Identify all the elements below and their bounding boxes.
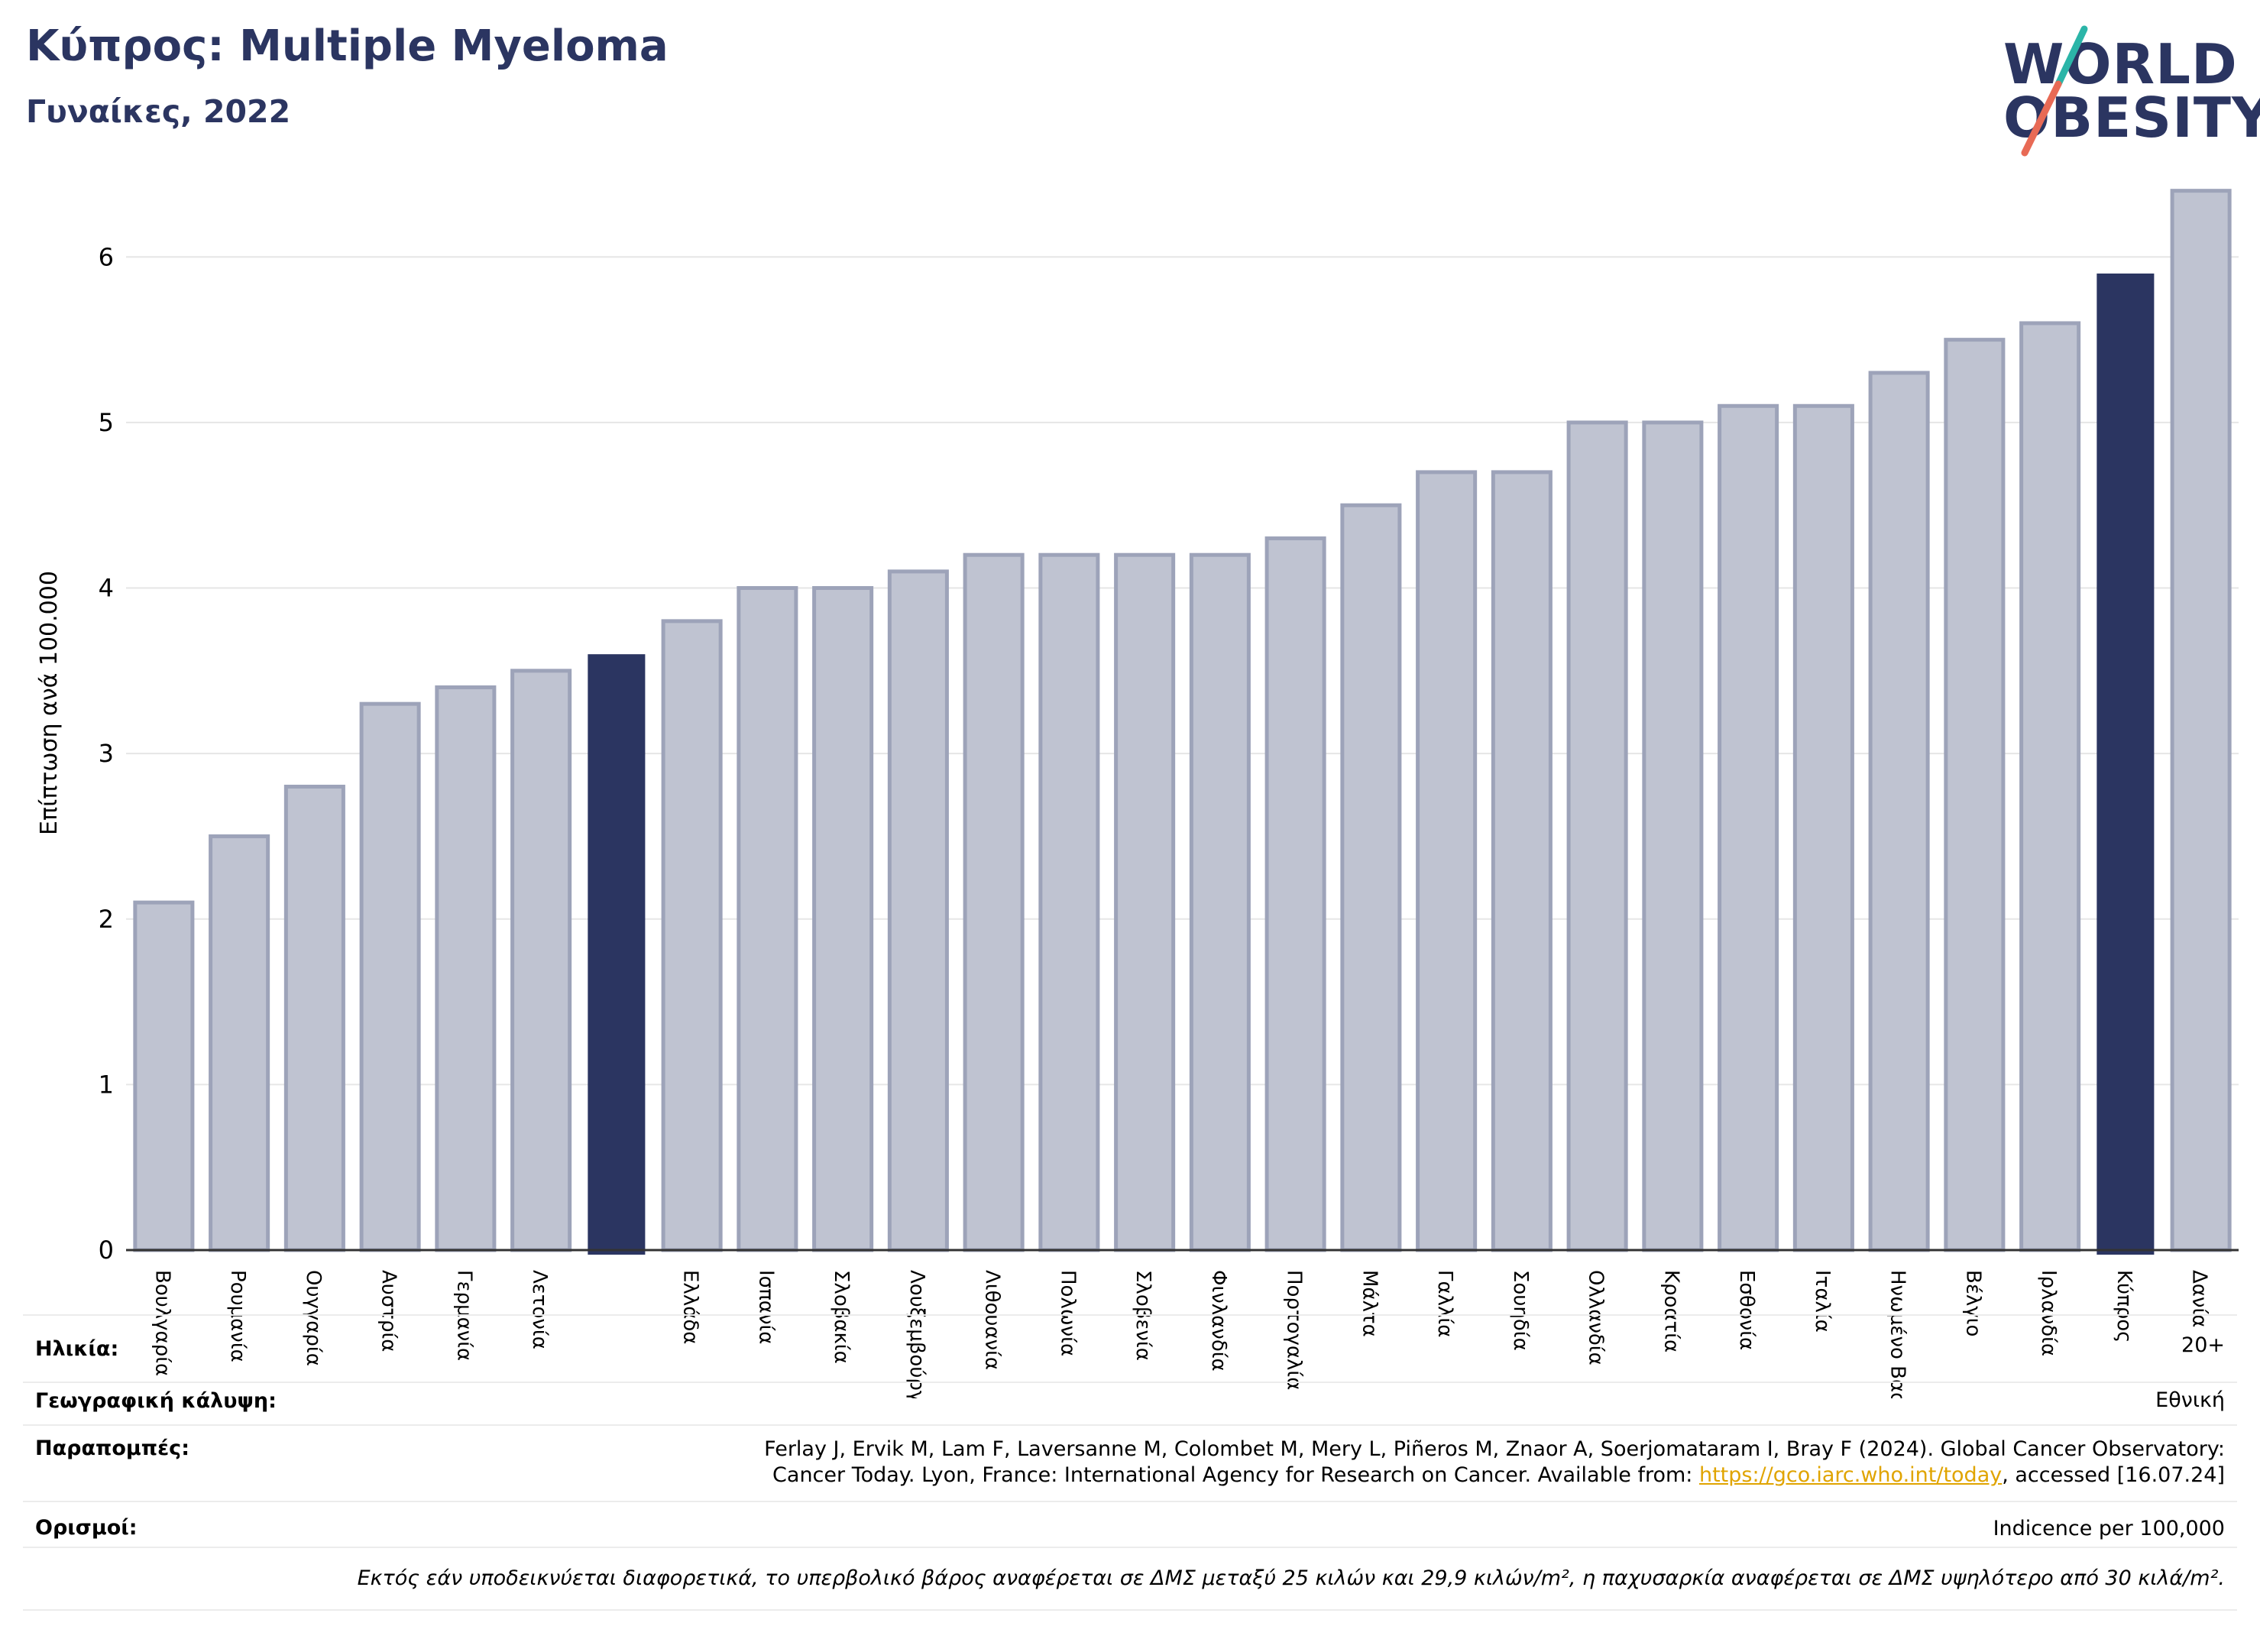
x-tick-label: Ηνωμένο Βασίλειο [1886,1270,1909,1398]
references-line-2-accessed: , accessed [16.07.24] [2002,1463,2225,1487]
bar-chart: 0 1 2 3 4 5 6 Βουλγαρία Ρουμανία Ουγγαρία Αυστρία… [36,189,2239,1398]
y-tick-label: 6 [99,242,114,271]
y-tick-labels: 0 1 2 3 4 5 6 [99,242,114,1265]
y-tick-label: 4 [99,574,114,603]
bar [1340,503,1402,1252]
x-tick-label: Λετονία [528,1270,551,1349]
bar [1868,371,1930,1252]
bar [2170,189,2232,1252]
bar [209,834,270,1252]
x-tick-label: Δανία [2188,1270,2211,1327]
definitions-value: Indicence per 100,000 [1993,1517,2225,1540]
x-tick-label: Λουξεμβούργο [905,1270,928,1398]
coverage-row: Γεωγραφική κάλυψη: Εθνική [23,1382,2237,1426]
bar [1189,552,1251,1252]
bar-highlighted [2096,273,2155,1255]
x-tick-label: Ελλάδα [679,1270,702,1344]
bar [2019,321,2081,1252]
y-tick-label: 1 [99,1070,114,1099]
logo-line-1: WORLD [2003,32,2238,96]
bar [1718,403,1779,1252]
x-tick-label: Αυστρία [377,1270,400,1352]
x-tick-label: Μάλτα [1358,1270,1381,1337]
references-row: Παραπομπές: Ferlay J, Ervik M, Lam F, La… [23,1424,2237,1502]
x-tick-label: Κύπρος [2113,1270,2135,1343]
x-tick-label: Ουγγαρία [302,1270,325,1366]
bar [1491,470,1553,1252]
x-tick-label: Πορτογαλία [1283,1270,1306,1390]
age-value: 20+ [2181,1333,2225,1357]
x-tick-label: Βέλγιο [1961,1270,1984,1336]
x-tick-label: Εσθονία [1735,1270,1758,1350]
references-line-2: Cancer Today. Lyon, France: Internationa… [391,1463,2225,1488]
x-tick-label: Ιταλία [1811,1270,1834,1333]
bar-highlighted [588,654,646,1255]
x-tick-label: Γαλλία [1433,1270,1456,1337]
x-tick-label: Βουλγαρία [151,1270,173,1376]
bar [963,552,1025,1252]
x-tick-label: Ρουμανία [226,1270,249,1362]
gco-link[interactable]: https://gco.iarc.who.int/today [1698,1463,2003,1487]
references-line-2-text: Cancer Today. Lyon, France: Internationa… [772,1463,1699,1487]
bars [133,189,2232,1255]
bar [1642,420,1704,1252]
bar [812,586,874,1252]
bar [887,569,949,1252]
logo-line-2: OBESITY [2003,86,2260,150]
bar [1416,470,1478,1252]
y-tick-label: 3 [99,739,114,768]
definitions-label: Ορισμοί: [35,1516,138,1540]
x-tick-label: Κροατία [1659,1270,1682,1352]
age-row: Ηλικία: 20+ [23,1314,2237,1392]
x-tick-label: Ολλανδία [1585,1270,1608,1365]
bar [737,586,798,1252]
logo-slash-icon [2021,25,2088,157]
y-tick-label: 2 [99,905,114,934]
bar [359,701,421,1252]
y-axis-label: Επίπτωση ανά 100.000 [36,571,63,835]
references-line-1: Ferlay J, Ervik M, Lam F, Laversanne M, … [764,1437,2225,1461]
footnote-row: Εκτός εάν υποδεικνύεται διαφορετικά, το … [23,1547,2237,1611]
page-subtitle: Γυναίκες, 2022 [26,93,291,130]
bar [1792,403,1854,1252]
x-tick-labels: Βουλγαρία Ρουμανία Ουγγαρία Αυστρία Γερμανία… [151,1270,2210,1398]
x-tick-label: Σουηδία [1509,1270,1532,1351]
y-tick-label: 0 [99,1236,114,1265]
x-tick-label: Σλοβακία [830,1270,853,1364]
x-tick-label: Ιρλανδία [2037,1270,2060,1356]
age-label: Ηλικία: [35,1337,119,1361]
coverage-value: Εθνική [2155,1388,2225,1412]
bar [1566,420,1628,1252]
bar [1944,338,2006,1252]
definitions-row: Ορισμοί: Indicence per 100,000 [23,1501,2237,1548]
footnote-text: Εκτός εάν υποδεικνύεται διαφορετικά, το … [357,1566,2225,1590]
bar [1114,552,1176,1252]
references-label: Παραπομπές: [35,1437,189,1460]
x-tick-label: Ισπανία [754,1270,777,1344]
coverage-label: Γεωγραφική κάλυψη: [35,1389,277,1413]
x-tick-label: Πολωνία [1056,1270,1079,1356]
y-tick-label: 5 [99,408,114,437]
bar [283,784,345,1252]
x-tick-label: Λιθουανία [981,1270,1004,1370]
bar [661,619,723,1252]
page-title: Κύπρος: Multiple Myeloma [26,21,669,71]
bar [510,669,572,1252]
bar [1038,552,1100,1252]
bar [1264,536,1326,1252]
world-obesity-logo: WORLD OBESITY [1994,23,2260,160]
bar [133,900,195,1252]
bar [435,685,497,1252]
x-tick-label: Φινλανδία [1207,1270,1230,1372]
references-value: Ferlay J, Ervik M, Lam F, Laversanne M, … [391,1437,2225,1488]
